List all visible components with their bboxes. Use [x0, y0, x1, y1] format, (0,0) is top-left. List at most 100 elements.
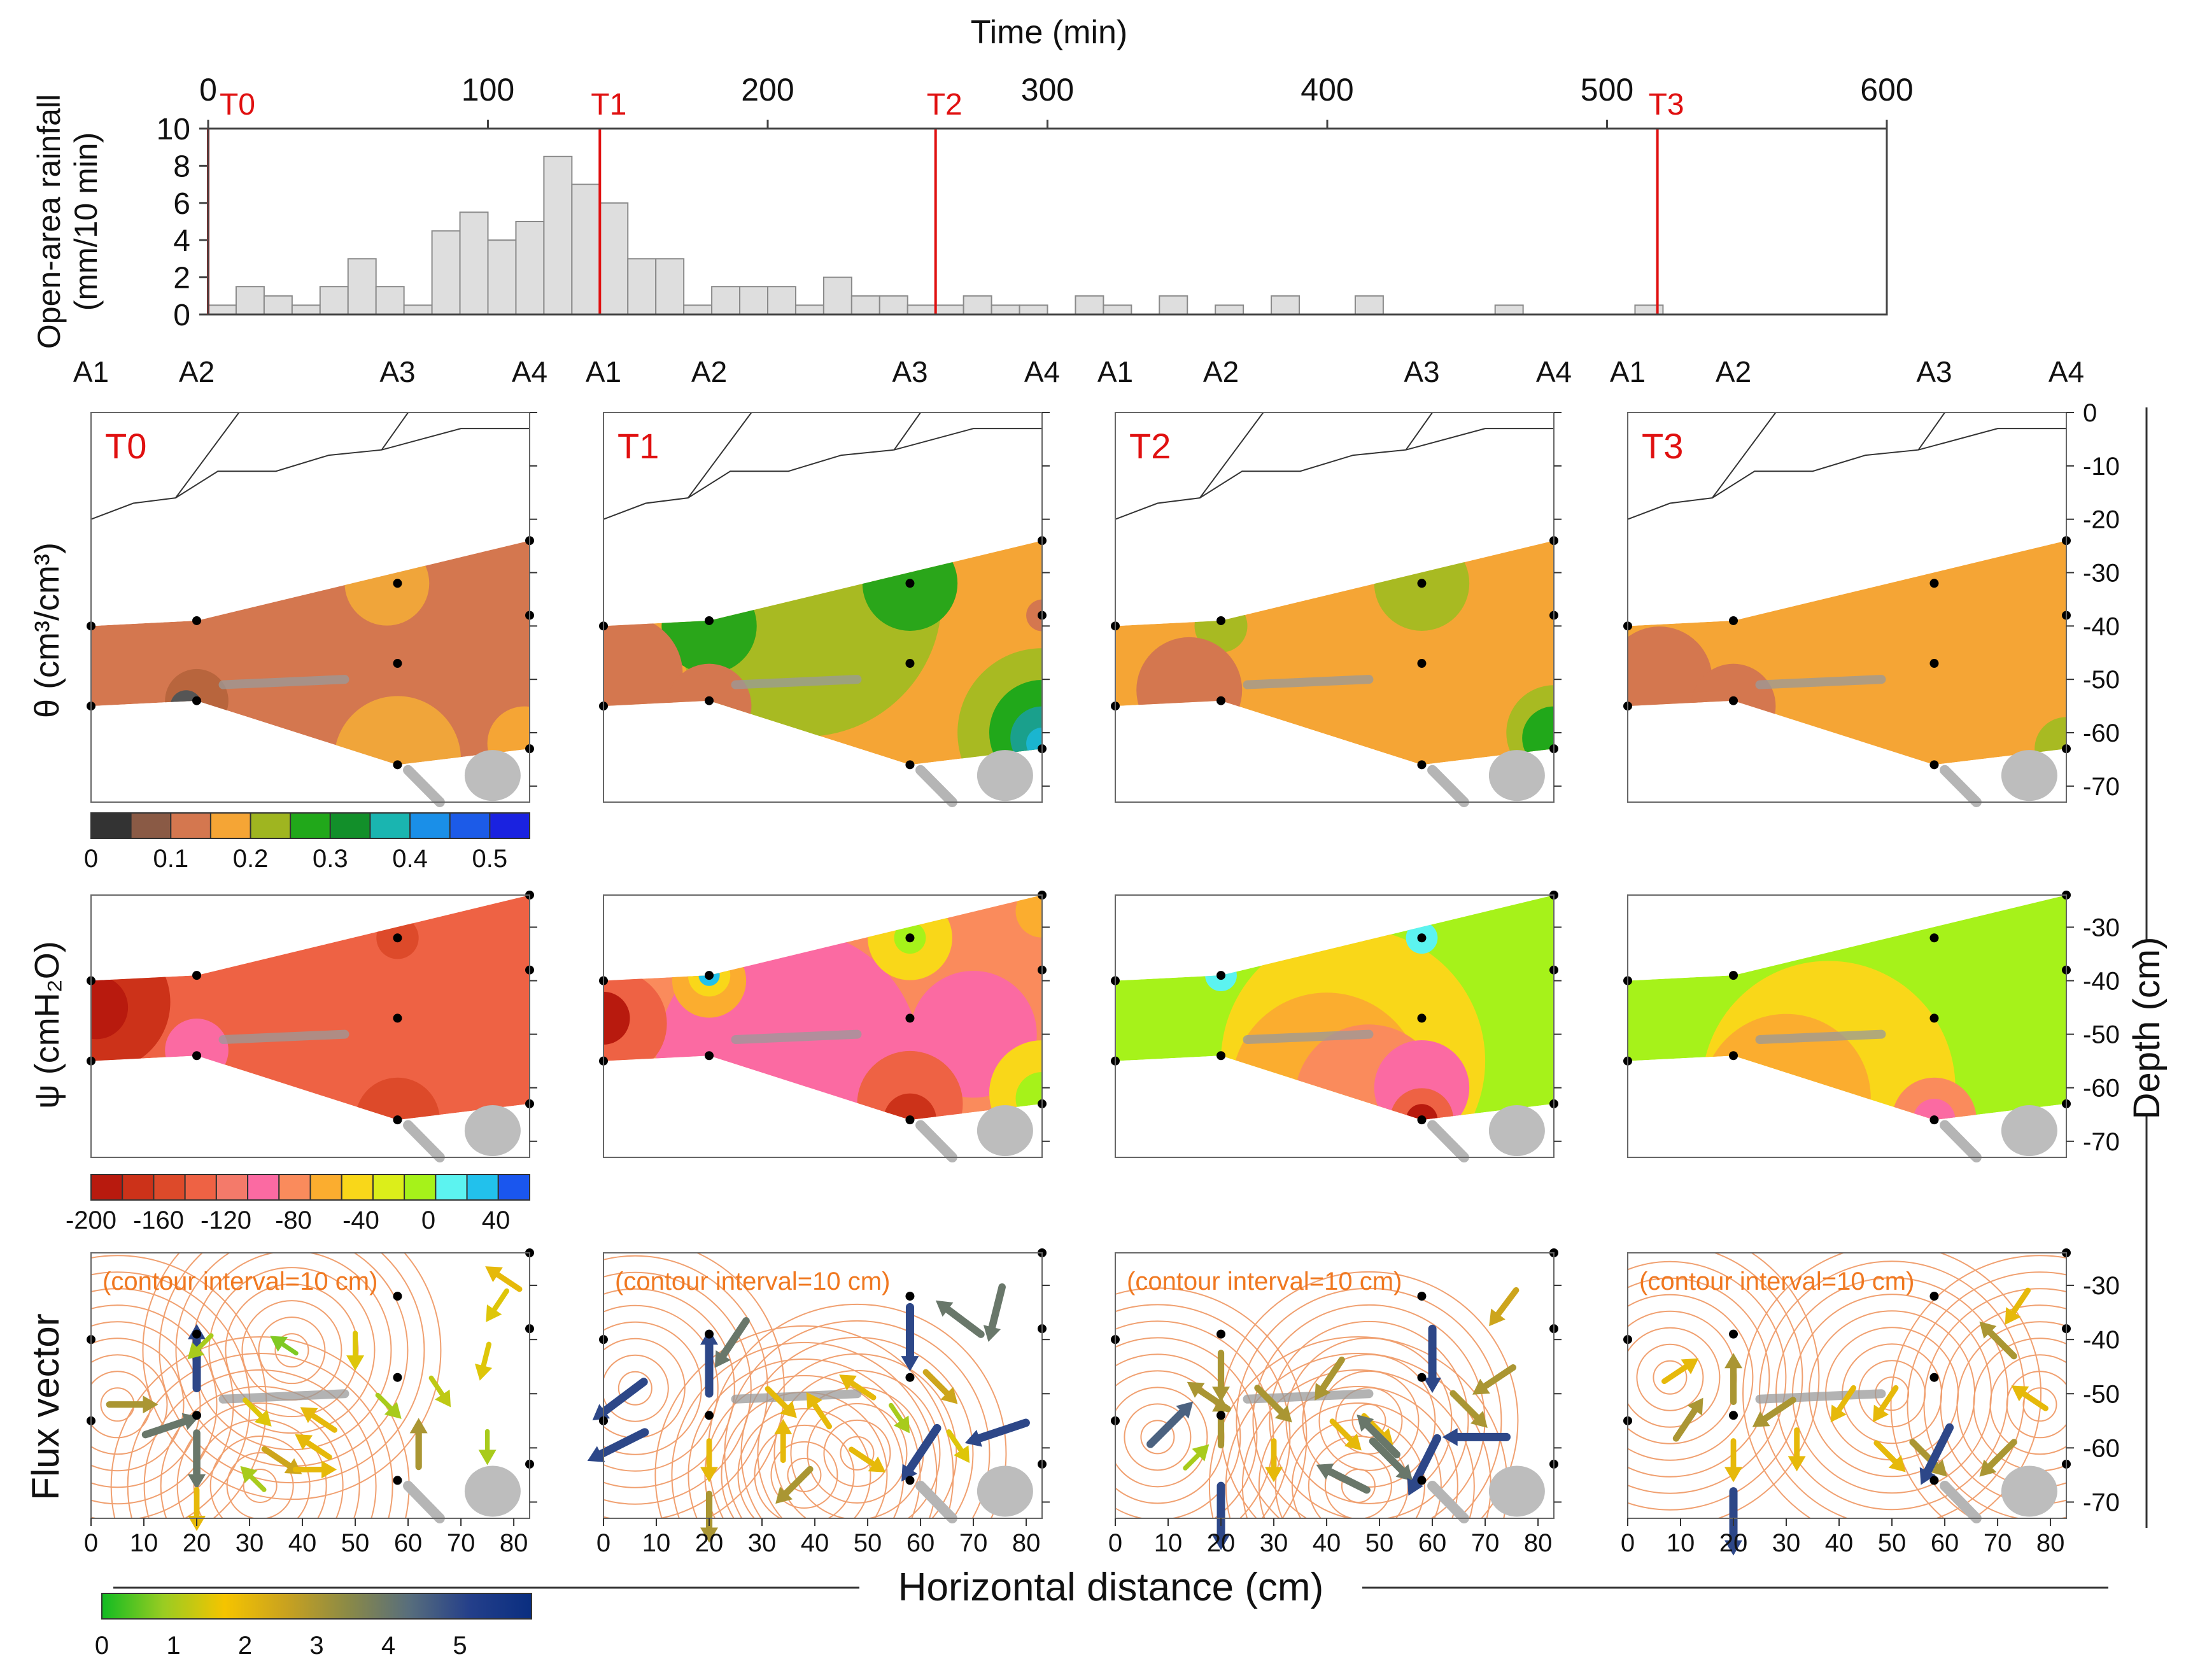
- colorbar-swatch: [215, 1174, 249, 1201]
- flux-colorbar-tick-label: 3: [309, 1632, 323, 1660]
- stone-feature: [464, 1105, 521, 1156]
- rainfall-bar: [1075, 295, 1104, 315]
- flux-arrow-shaft: [1833, 1385, 1857, 1417]
- flux-contour-line: [1907, 1271, 2066, 1518]
- sensor-point: [1417, 933, 1427, 943]
- rainfall-bar: [1215, 304, 1245, 315]
- sensor-point: [905, 659, 915, 668]
- sensor-point: [1929, 1476, 1939, 1485]
- sensor-point: [1929, 1292, 1939, 1301]
- colorbar-swatch: [184, 1174, 217, 1201]
- time-tick-label: 300: [1021, 72, 1074, 108]
- root-feature: [403, 765, 445, 807]
- sensor-point: [705, 696, 714, 705]
- sensor-point: [905, 1476, 915, 1485]
- depth-tick-label: -60: [2083, 1434, 2120, 1462]
- flux-contour-line: [226, 1451, 294, 1518]
- stone-feature: [464, 1465, 521, 1517]
- flux-contour-line: [1636, 1343, 1704, 1411]
- distance-tick-label: 70: [959, 1529, 988, 1557]
- panel-t0-psi: [87, 891, 537, 1162]
- distance-tick-label: 20: [1719, 1529, 1748, 1557]
- root-feature: [731, 1389, 862, 1404]
- rainfall-bar: [459, 211, 489, 315]
- panel-t0-flux: (contour interval=10 cm) 0 10 20 30 40 50 60 70 8…: [84, 1248, 537, 1557]
- colorbar-swatch: [404, 1174, 437, 1201]
- flux-contour-line: [603, 1288, 735, 1488]
- psi-field-contour: [603, 991, 630, 1045]
- panel-time-label: T0: [105, 426, 146, 466]
- sensor-point: [1216, 1411, 1226, 1420]
- profile-label: A2: [1716, 355, 1751, 388]
- rainfall-tick-label: 10: [157, 113, 190, 146]
- depth-tick-label: -70: [2083, 1128, 2120, 1156]
- time-axis-title: Time (min): [971, 14, 1128, 51]
- flux-contour-line: [1302, 1353, 1436, 1488]
- flux-arrow-head: [143, 1395, 159, 1414]
- sensor-point: [393, 1373, 402, 1382]
- flux-contour-line: [1269, 1320, 1469, 1518]
- panel-t1-flux: (contour interval=10 cm) 0 10 20 30 40 50 60 70 8…: [587, 1248, 1050, 1557]
- flux-contour-line: [603, 1321, 702, 1455]
- depth-tick-label: -40: [2083, 612, 2120, 640]
- distance-tick-label: 40: [1825, 1529, 1854, 1557]
- time-marker-label: T0: [220, 88, 255, 122]
- flux-arrow-head: [700, 1467, 719, 1483]
- flux-arrow-head: [1316, 1464, 1334, 1480]
- depth-tick-label: -50: [2083, 1021, 2120, 1049]
- panel-frame: [1115, 412, 1555, 803]
- sensor-point: [1417, 1115, 1427, 1125]
- flux-arrow-head: [806, 1392, 822, 1410]
- panel-t3-psi: -30 -40 -50 -60 -70: [1623, 891, 2120, 1168]
- sensor-point: [705, 1411, 714, 1420]
- root-feature: [1427, 1480, 1469, 1523]
- panel-frame: [1627, 412, 2067, 803]
- colorbar-tick-label: -160: [133, 1206, 184, 1234]
- flux-contour-line: [1115, 1353, 1241, 1518]
- flux-arrow-head: [1187, 1381, 1205, 1398]
- profile-label: A1: [1097, 355, 1133, 388]
- flux-arrow-head: [254, 1409, 272, 1427]
- flux-contour-line: [603, 1271, 752, 1505]
- colorbar-tick-label: 40: [482, 1206, 511, 1234]
- flux-arrow-shaft: [1409, 1434, 1442, 1491]
- row-label-psi: ψ (cmH₂O): [28, 941, 66, 1108]
- rainfall-bar: [235, 286, 265, 316]
- rainfall-tick-label: 0: [173, 299, 190, 332]
- sensor-point: [1729, 1329, 1738, 1339]
- flux-arrow-head: [839, 1374, 857, 1391]
- sensor-point: [1929, 1115, 1939, 1125]
- distance-tick-label: 50: [1365, 1529, 1394, 1557]
- psi-field-contour: [1717, 1136, 1749, 1168]
- flux-arrow-head: [779, 1401, 797, 1418]
- distance-tick-label: 40: [1313, 1529, 1341, 1557]
- psi-field-contour: [91, 975, 129, 1040]
- stone-feature: [1488, 1465, 1545, 1517]
- sensor-point: [1929, 659, 1939, 668]
- flux-arrow-head: [478, 1450, 497, 1465]
- flux-arrow-shaft: [1369, 1437, 1409, 1478]
- flux-arrow-shaft: [1322, 1465, 1371, 1494]
- theta-field-contour: [334, 696, 462, 765]
- sensor-point: [1417, 1013, 1427, 1023]
- flux-arrow-head: [1929, 1459, 1947, 1477]
- flux-contour-line: [823, 1419, 891, 1487]
- flux-arrow-head: [384, 1402, 402, 1419]
- flux-arrow-shaft: [903, 1423, 941, 1478]
- root-feature: [403, 1480, 445, 1523]
- flux-contour-line: [770, 1441, 838, 1509]
- rainfall-bar: [655, 258, 685, 315]
- flux-contour-line: [1716, 1253, 1820, 1518]
- depth-tick-label: -20: [2083, 506, 2120, 534]
- root-feature: [915, 765, 957, 807]
- distance-tick-label: 10: [130, 1529, 159, 1557]
- panel-frame: [1627, 1252, 2067, 1519]
- time-marker-label: T1: [591, 88, 626, 122]
- flux-arrow-shaft: [1875, 1385, 1899, 1417]
- stone-feature: [977, 750, 1033, 801]
- rainfall-axis-title-line2: (mm/10 min): [68, 132, 104, 311]
- flux-arrow-head: [1423, 1378, 1442, 1394]
- flux-contour-line: [91, 1338, 185, 1472]
- distance-tick-label: 50: [854, 1529, 882, 1557]
- flux-arrow-head: [1472, 1378, 1490, 1395]
